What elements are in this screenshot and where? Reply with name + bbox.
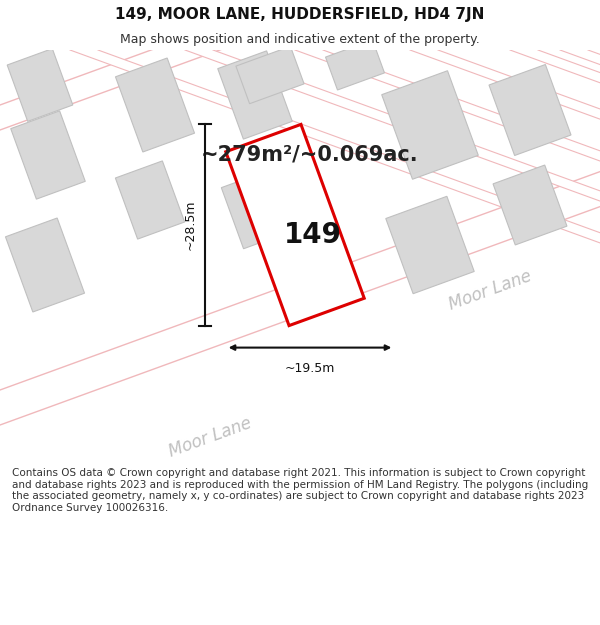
Polygon shape: [410, 50, 600, 465]
Text: ~19.5m: ~19.5m: [285, 362, 335, 374]
Text: 149, MOOR LANE, HUDDERSFIELD, HD4 7JN: 149, MOOR LANE, HUDDERSFIELD, HD4 7JN: [115, 6, 485, 21]
Text: Moor Lane: Moor Lane: [166, 414, 254, 461]
Polygon shape: [236, 46, 304, 104]
Polygon shape: [11, 111, 85, 199]
Polygon shape: [0, 172, 600, 425]
Polygon shape: [226, 124, 364, 326]
Polygon shape: [7, 49, 73, 121]
Polygon shape: [185, 50, 600, 465]
Polygon shape: [221, 171, 289, 249]
Polygon shape: [295, 50, 600, 465]
Text: ~279m²/~0.069ac.: ~279m²/~0.069ac.: [201, 145, 419, 165]
Polygon shape: [493, 165, 567, 245]
Polygon shape: [115, 58, 194, 152]
Polygon shape: [386, 196, 474, 294]
Polygon shape: [489, 64, 571, 156]
Text: Contains OS data © Crown copyright and database right 2021. This information is : Contains OS data © Crown copyright and d…: [12, 468, 588, 513]
Polygon shape: [0, 0, 600, 130]
Text: Moor Lane: Moor Lane: [446, 267, 534, 313]
Text: ~28.5m: ~28.5m: [184, 200, 197, 250]
Polygon shape: [218, 51, 292, 139]
Text: 149: 149: [284, 221, 342, 249]
Polygon shape: [115, 161, 185, 239]
Polygon shape: [382, 71, 478, 179]
Polygon shape: [510, 50, 600, 465]
Text: Map shows position and indicative extent of the property.: Map shows position and indicative extent…: [120, 32, 480, 46]
Polygon shape: [5, 218, 85, 312]
Polygon shape: [560, 50, 600, 465]
Polygon shape: [326, 40, 385, 90]
Polygon shape: [70, 50, 600, 465]
